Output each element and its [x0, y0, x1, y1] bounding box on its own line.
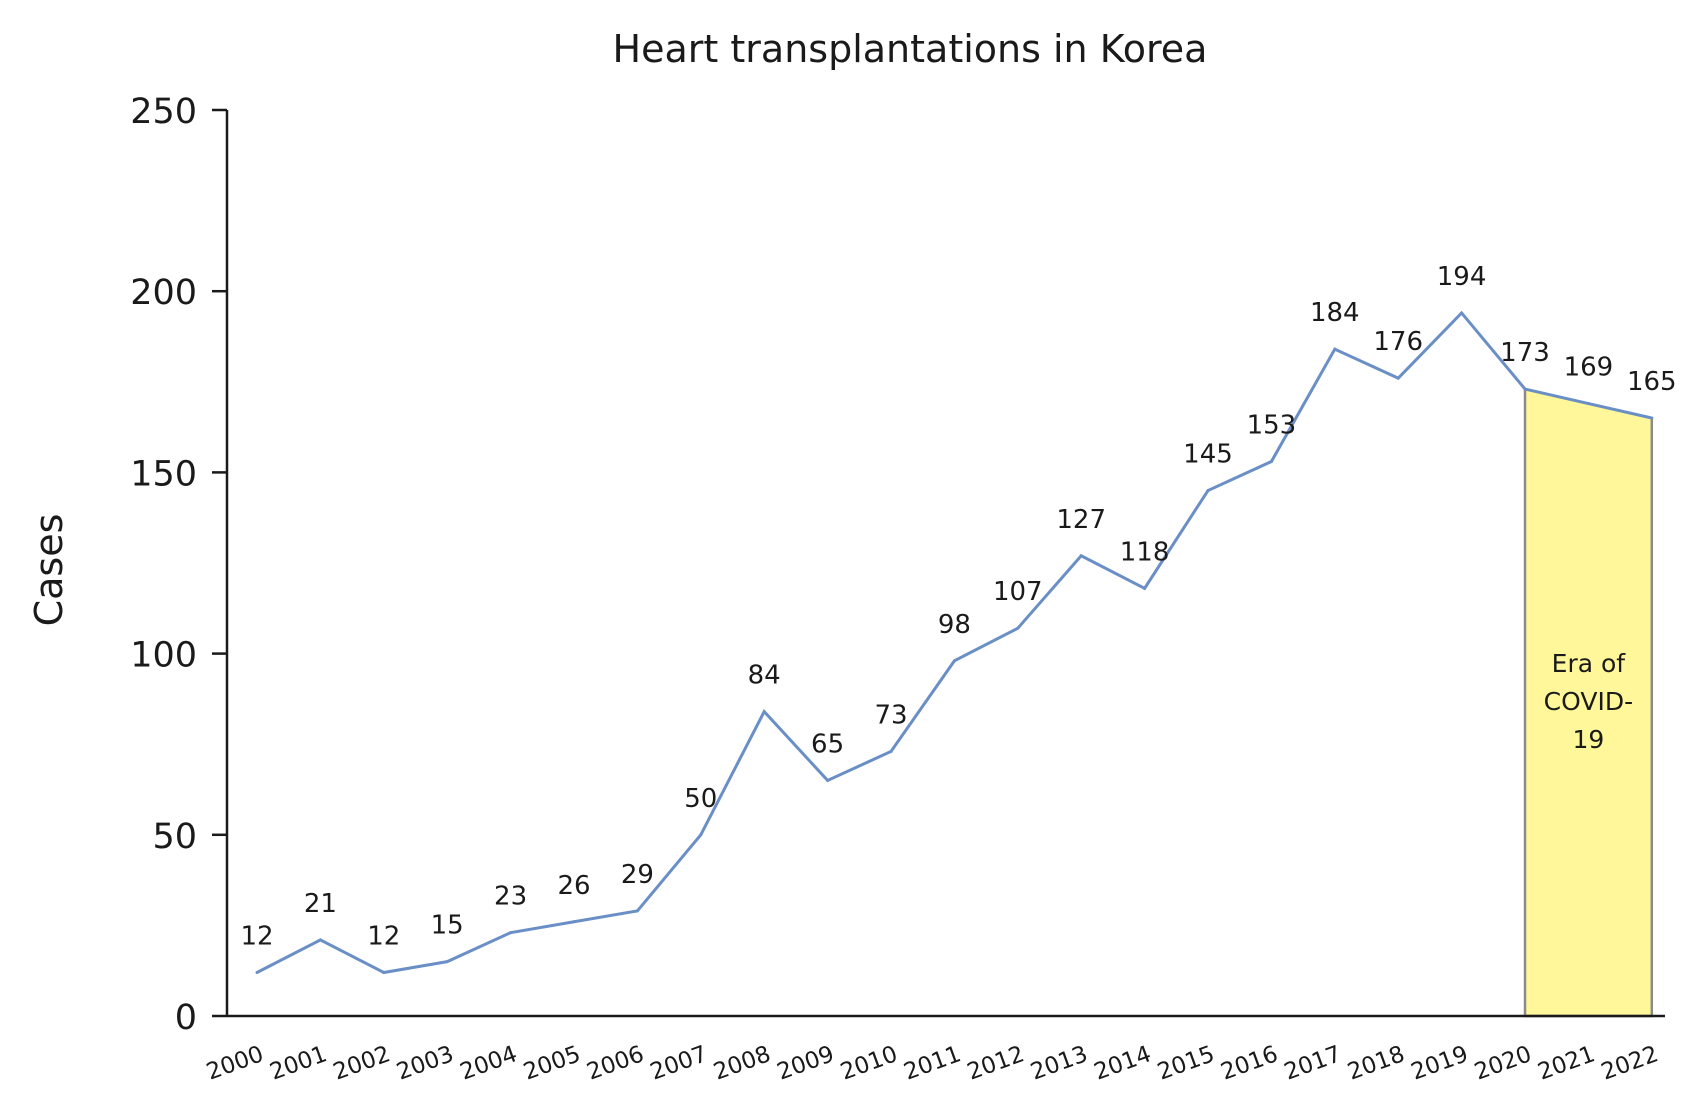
- data-label: 107: [993, 577, 1043, 607]
- x-tick-label: 2000: [203, 1041, 267, 1085]
- data-point: [255, 971, 259, 975]
- x-tick-label: 2010: [837, 1041, 901, 1085]
- x-tick-label: 2007: [647, 1041, 711, 1085]
- data-label: 145: [1183, 440, 1233, 470]
- data-label: 165: [1627, 367, 1677, 397]
- data-point: [1586, 402, 1590, 406]
- y-tick-label: 200: [130, 273, 197, 313]
- data-label: 50: [684, 784, 717, 814]
- data-label: 173: [1500, 338, 1550, 368]
- x-tick-label: 2014: [1091, 1041, 1155, 1085]
- y-tick-label: 0: [175, 998, 197, 1038]
- x-tick-label: 2016: [1218, 1041, 1282, 1085]
- data-label: 23: [494, 882, 527, 912]
- data-point: [1333, 347, 1337, 351]
- covid-era-label-line: Era of: [1552, 649, 1627, 678]
- data-point: [1269, 460, 1273, 464]
- chart-title: Heart transplantations in Korea: [613, 27, 1208, 71]
- covid-era-label-line: COVID-: [1544, 687, 1633, 716]
- data-point: [1396, 376, 1400, 380]
- x-ticks: 2000 2001 2002 2003 2004 2005 2006 2007 2008 2009…: [203, 1041, 1662, 1085]
- data-label: 98: [938, 610, 971, 640]
- data-point: [1016, 626, 1020, 630]
- data-point: [1523, 387, 1527, 391]
- data-label: 194: [1437, 262, 1487, 292]
- y-tick-label: 100: [130, 636, 197, 676]
- x-tick-label: 2015: [1154, 1041, 1218, 1085]
- x-tick-label: 2017: [1281, 1041, 1345, 1085]
- data-point: [1143, 586, 1147, 590]
- data-label: 153: [1247, 411, 1297, 441]
- y-ticks: 0 50 100 150 200 250: [130, 92, 227, 1038]
- axes: [225, 110, 1665, 1018]
- data-point: [699, 833, 703, 837]
- data-point: [509, 931, 513, 935]
- data-point: [1460, 311, 1464, 315]
- x-tick-label: 2018: [1344, 1041, 1408, 1085]
- y-tick-label: 50: [152, 817, 197, 857]
- x-tick-label: 2022: [1598, 1041, 1662, 1085]
- data-label: 184: [1310, 298, 1360, 328]
- x-tick-label: 2020: [1471, 1041, 1535, 1085]
- data-label: 176: [1373, 327, 1423, 357]
- data-label: 118: [1120, 537, 1170, 567]
- data-point: [382, 971, 386, 975]
- x-tick-label: 2009: [774, 1041, 838, 1085]
- covid-era-label-line: 19: [1572, 725, 1604, 754]
- data-label: 73: [874, 700, 907, 730]
- y-tick-label: 250: [130, 92, 197, 132]
- data-point: [635, 909, 639, 913]
- x-tick-label: 2004: [457, 1041, 521, 1085]
- data-label: 12: [367, 922, 400, 952]
- x-tick-label: 2019: [1408, 1041, 1472, 1085]
- data-label: 12: [240, 922, 273, 952]
- series-line-layer: [255, 310, 1654, 975]
- x-tick-label: 2012: [964, 1041, 1028, 1085]
- data-point: [826, 778, 830, 782]
- data-point: [445, 960, 449, 964]
- x-tick-label: 2008: [710, 1041, 774, 1085]
- x-tick-label: 2021: [1535, 1041, 1599, 1085]
- x-tick-label: 2006: [584, 1041, 648, 1085]
- data-label: 84: [748, 661, 781, 691]
- x-tick-label: 2013: [1027, 1041, 1091, 1085]
- data-label: 26: [557, 871, 590, 901]
- data-label: 127: [1056, 505, 1106, 535]
- data-point: [952, 659, 956, 663]
- data-label: 15: [431, 911, 464, 941]
- x-tick-label: 2005: [520, 1041, 584, 1085]
- covid-era-highlight: Era of COVID- 19: [1523, 387, 1654, 1018]
- data-point: [318, 938, 322, 942]
- y-axis-label: Cases: [27, 514, 71, 627]
- data-point: [1650, 416, 1654, 420]
- data-point: [572, 920, 576, 924]
- x-tick-label: 2001: [267, 1041, 331, 1085]
- data-point: [1206, 489, 1210, 493]
- data-point: [889, 749, 893, 753]
- series-line: [256, 310, 1653, 975]
- data-label: 21: [304, 889, 337, 919]
- data-labels: 12 21 12 15 23 26 29 50 84 65 73 98 107 127 118 145 153 1…: [240, 262, 1676, 952]
- data-point: [1079, 554, 1083, 558]
- data-label: 65: [811, 729, 844, 759]
- data-point: [762, 710, 766, 714]
- y-tick-label: 150: [130, 454, 197, 494]
- data-label: 29: [621, 860, 654, 890]
- data-label: 169: [1564, 353, 1614, 383]
- x-tick-label: 2002: [330, 1041, 394, 1085]
- x-tick-label: 2003: [393, 1041, 457, 1085]
- x-tick-label: 2011: [901, 1041, 965, 1085]
